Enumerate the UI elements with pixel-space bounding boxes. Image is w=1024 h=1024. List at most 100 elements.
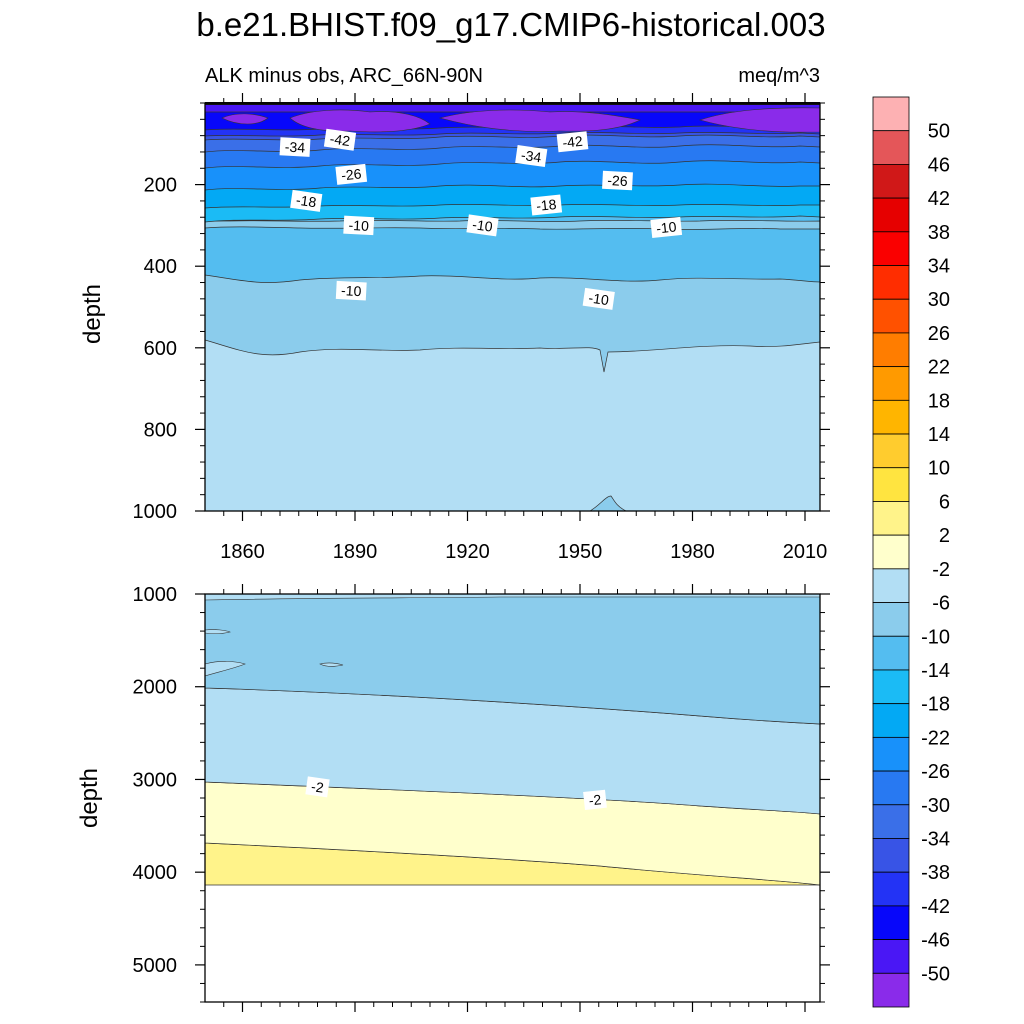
contour-label: -42 xyxy=(323,128,357,151)
colorbar-swatch xyxy=(872,231,910,266)
contour-label: -10 xyxy=(335,280,367,301)
contour-label-text: -2 xyxy=(588,791,602,808)
contour-label: -10 xyxy=(466,214,499,237)
colorbar-swatch xyxy=(872,635,910,671)
y-tick-label: 400 xyxy=(144,256,177,278)
y-tick-label: 1000 xyxy=(133,501,178,523)
contour-label-text: -34 xyxy=(520,147,542,166)
colorbar-swatch xyxy=(872,399,910,435)
colorbar-swatch xyxy=(872,871,910,907)
upper-bottom-bump xyxy=(588,495,627,512)
y-tick-label: 800 xyxy=(144,419,177,441)
contour-label-box xyxy=(305,776,330,798)
contour-label-text: -10 xyxy=(341,282,362,299)
contour-label-box xyxy=(466,214,499,237)
colorbar-label: -50 xyxy=(921,963,950,985)
contour-label-text: -18 xyxy=(295,192,317,211)
colorbar-label: -22 xyxy=(921,727,950,749)
colorbar-swatch xyxy=(872,736,910,772)
lower-panel: -2 -2 xyxy=(204,593,821,1003)
colorbar-label: 14 xyxy=(928,424,950,446)
y-tick-label: 2000 xyxy=(133,677,178,699)
axis-ticks: 200 400 600 800 1000 1000 2000 3000 4000 5000 1860… xyxy=(133,93,830,1012)
contour-label-box xyxy=(290,189,323,212)
colorbar-swatch xyxy=(872,265,910,300)
contour-label-box xyxy=(279,137,311,157)
contour-label: -2 xyxy=(583,789,607,810)
colorbar-label: 2 xyxy=(939,525,950,547)
chart-title: b.e21.BHIST.f09_g17.CMIP6-historical.003 xyxy=(196,6,825,43)
colorbar-label: -6 xyxy=(932,593,950,615)
lower-y-axis-title: depth xyxy=(76,768,103,828)
contour-label: -10 xyxy=(343,215,375,236)
colorbar-label: 26 xyxy=(928,323,950,345)
contour-label-text: -26 xyxy=(607,172,628,189)
y-tick-label: 600 xyxy=(144,338,177,360)
contour-label-box xyxy=(583,789,607,810)
lower-contour-labels: -2 -2 xyxy=(305,776,607,810)
colorbar: 50 46 42 38 34 30 26 22 18 14 10 6 2 -2 -6 -10 -14 -18 -22… xyxy=(872,96,950,1008)
x-tick-label: 1890 xyxy=(333,541,378,563)
colorbar-label: -42 xyxy=(921,896,950,918)
upper-y-axis-title: depth xyxy=(79,284,106,344)
contour-label-box xyxy=(650,216,683,238)
contour-label: -10 xyxy=(650,216,683,238)
colorbar-label: 18 xyxy=(928,390,950,412)
colorbar-swatch xyxy=(872,838,910,873)
colorbar-label: -2 xyxy=(932,559,950,581)
x-tick-label: 2010 xyxy=(783,541,828,563)
x-tick-label: 1950 xyxy=(558,541,603,563)
colorbar-swatch xyxy=(872,298,910,334)
y-tick-label: 1000 xyxy=(133,584,178,606)
contour-label-box xyxy=(602,170,633,191)
colorbar-swatch xyxy=(872,770,910,806)
colorbar-swatch xyxy=(872,433,910,469)
contour-label-box xyxy=(556,131,589,153)
colorbar-label: 42 xyxy=(928,188,950,210)
colorbar-swatch xyxy=(872,96,910,132)
contour-label-box xyxy=(582,287,615,310)
colorbar-label: 10 xyxy=(928,458,950,480)
colorbar-label: 50 xyxy=(928,121,950,143)
colorbar-label: 22 xyxy=(928,357,950,379)
colorbar-swatch xyxy=(872,366,910,401)
upper-panel: -42 -42 -34 -34 -26 -26 -18 -18 -10 -10 -10 -10 -10 xyxy=(204,102,821,512)
contour-label-box xyxy=(343,215,375,236)
y-tick-label: 4000 xyxy=(133,862,178,884)
contour-label-text: -10 xyxy=(588,290,610,309)
contour-label: -34 xyxy=(515,145,548,168)
upper-plot-frame xyxy=(204,102,821,512)
colorbar-label: -38 xyxy=(921,862,950,884)
contour-label-text: -2 xyxy=(310,778,325,796)
colorbar-swatch xyxy=(872,332,910,368)
contour-label: -34 xyxy=(279,137,311,157)
y-tick-label: 5000 xyxy=(133,955,178,977)
colorbar-swatch xyxy=(872,164,910,199)
colorbar-label: -34 xyxy=(921,828,950,850)
upper-patch-purple-b xyxy=(438,109,641,132)
contour-label-text: -18 xyxy=(535,196,557,214)
contour-label: -18 xyxy=(290,189,323,212)
colorbar-label: 46 xyxy=(928,154,950,176)
contour-label-box xyxy=(530,194,563,216)
contour-label-box xyxy=(335,163,368,185)
chart-subtitle-left: ALK minus obs, ARC_66N-90N xyxy=(205,65,483,87)
contour-label: -42 xyxy=(556,131,589,153)
contour-label: -18 xyxy=(530,194,563,216)
contour-label-box xyxy=(323,128,357,151)
lower-sliver-c xyxy=(319,662,344,667)
lower-sliver-a xyxy=(204,629,231,634)
colorbar-label: 6 xyxy=(939,491,950,513)
upper-contour-labels: -42 -42 -34 -34 -26 -26 -18 -18 -10 -10 -10 -10 -10 xyxy=(279,128,683,310)
colorbar-swatch xyxy=(872,534,910,570)
colorbar-label: 38 xyxy=(928,222,950,244)
x-tick-label: 1920 xyxy=(445,541,490,563)
contour-label-box xyxy=(515,145,548,168)
colorbar-swatch xyxy=(872,568,910,603)
colorbar-swatch xyxy=(872,939,910,974)
colorbar-label: -14 xyxy=(921,660,950,682)
lower-band-mid xyxy=(204,593,821,725)
contour-label-text: -42 xyxy=(562,133,584,151)
colorbar-label: -46 xyxy=(921,930,950,952)
